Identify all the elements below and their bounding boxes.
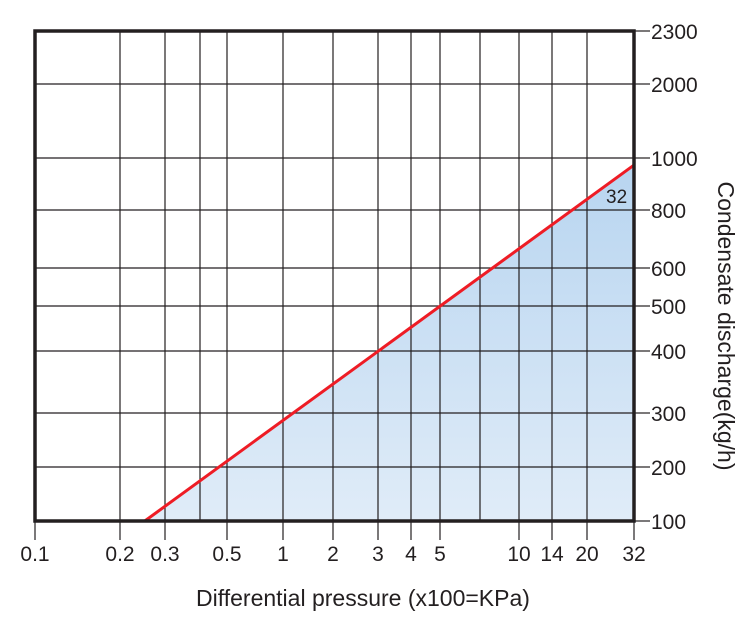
x-tick-label: 5 bbox=[434, 543, 446, 566]
plot-frame bbox=[33, 29, 636, 523]
y-tick-label: 800 bbox=[651, 200, 686, 223]
x-tick-label: 14 bbox=[540, 543, 564, 566]
x-tick-label: 32 bbox=[622, 543, 645, 566]
y-tick-label: 1000 bbox=[651, 148, 698, 171]
y-tick-label: 500 bbox=[651, 296, 686, 319]
x-tick-label: 3 bbox=[372, 543, 384, 566]
y-tick-label: 2300 bbox=[651, 21, 698, 44]
x-tick-label: 20 bbox=[575, 543, 598, 566]
x-tick-label: 10 bbox=[507, 543, 530, 566]
x-tick-label: 2 bbox=[327, 543, 339, 566]
y-tick-label: 600 bbox=[651, 258, 686, 281]
y-axis-label: Condensate discharge(kg/h) bbox=[713, 182, 739, 471]
x-tick-label: 0.1 bbox=[20, 543, 49, 566]
y-tick-label: 100 bbox=[651, 511, 686, 534]
x-tick-label: 1 bbox=[277, 543, 289, 566]
x-tick-label: 4 bbox=[405, 543, 417, 566]
y-tick-label: 300 bbox=[651, 403, 686, 426]
x-tick-label: 0.3 bbox=[150, 543, 179, 566]
x-tick-label: 0.5 bbox=[212, 543, 241, 566]
y-tick-label: 400 bbox=[651, 341, 686, 364]
y-tick-label: 200 bbox=[651, 457, 686, 480]
x-axis-label: Differential pressure (x100=KPa) bbox=[196, 585, 530, 611]
y-tick-label: 2000 bbox=[651, 74, 698, 97]
series-label: 32 bbox=[606, 187, 627, 208]
x-tick-label: 0.2 bbox=[105, 543, 134, 566]
series-line bbox=[143, 163, 635, 523]
